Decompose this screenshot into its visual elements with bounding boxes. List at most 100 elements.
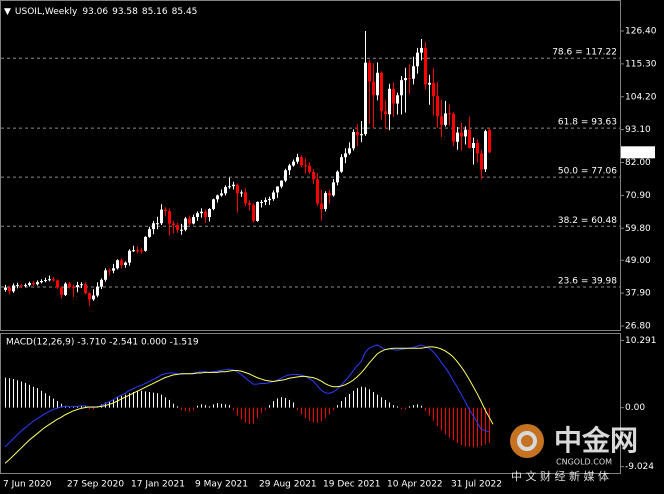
watermark: 中金网 CNGOLD.COM 中 文 财 经 新 媒 体 [510, 424, 638, 483]
candle-body [488, 129, 491, 153]
last-close: 85.45 [172, 7, 198, 17]
watermark-site: CNGOLD.COM [556, 458, 612, 467]
last-open: 93.06 [82, 7, 108, 17]
candle-body [156, 223, 159, 225]
macd-tick-label: -9.024 [625, 462, 654, 472]
chart-header: ▼ USOIL,Weekly 93.06 93.58 85.16 85.45 [4, 7, 197, 17]
y-tick-label: 37.90 [625, 289, 651, 299]
candle-body [280, 180, 283, 187]
candle-body [88, 293, 91, 300]
candle-body [128, 250, 131, 263]
candle-body [236, 184, 239, 194]
watermark-logo: 中金网 [554, 424, 638, 457]
candle-body [84, 284, 87, 294]
candle-body [40, 281, 43, 283]
candle-body [232, 184, 235, 187]
candle-body [36, 282, 39, 285]
y-tick-label: 126.40 [625, 26, 657, 36]
candle-body [380, 72, 383, 112]
macd-line [4, 346, 494, 464]
macd-tick-label: 10.291 [625, 336, 657, 346]
candle-body [104, 270, 107, 280]
candle-body [80, 284, 83, 286]
candle-body [432, 82, 435, 97]
candle-body [108, 270, 111, 272]
candle-body [332, 182, 335, 196]
candle-body [64, 283, 67, 295]
candle-body [300, 157, 303, 166]
candle-body [188, 218, 191, 224]
candle-body [364, 62, 367, 135]
candle-body [144, 236, 147, 251]
candle-body [44, 280, 47, 282]
candle-body [24, 285, 27, 287]
candle-body [196, 213, 199, 218]
candle-body [168, 211, 171, 224]
candle-body [92, 295, 95, 300]
y-tick-label: 49.00 [625, 256, 651, 266]
candle-body [16, 285, 19, 287]
candle-body [352, 132, 355, 149]
candle-body [4, 287, 7, 290]
candle-body [164, 209, 167, 212]
candle-body [296, 157, 299, 162]
candle-body [312, 171, 315, 180]
candle-body [124, 262, 127, 266]
x-tick-label: 31 Jul 2022 [451, 480, 502, 490]
y-tick-label: 70.90 [625, 191, 651, 201]
candle-body [320, 203, 323, 210]
candle-body [152, 223, 155, 230]
macd-tick-label: 0.00 [625, 403, 645, 413]
candle-body [208, 209, 211, 218]
macd-pane [0, 333, 621, 474]
candle-body [32, 283, 35, 285]
candle-body [136, 250, 139, 252]
candle-body [468, 129, 471, 149]
candle-body [408, 78, 411, 80]
y-tick-label: 82.00 [625, 158, 651, 168]
watermark-tagline: 中 文 财 经 新 媒 体 [511, 469, 609, 483]
y-tick-label: 93.10 [625, 125, 651, 135]
y-tick-label: 26.80 [625, 322, 651, 332]
candle-body [228, 186, 231, 188]
candle-body [428, 82, 431, 85]
candle-body [412, 66, 415, 79]
candle-body [216, 195, 219, 200]
candle-body [368, 62, 371, 82]
candle-body [240, 192, 243, 194]
candle-body [316, 179, 319, 204]
last-low: 85.16 [142, 7, 168, 17]
macd-title: MACD(12,26,9) -3.710 -2.541 0.000 -1.519 [6, 338, 199, 348]
candle-body [464, 129, 467, 137]
candle-body [52, 279, 55, 281]
x-tick-label: 17 Jan 2021 [131, 480, 185, 490]
candle-body [436, 96, 439, 117]
x-tick-label: 19 Dec 2021 [323, 480, 381, 490]
candle-body [348, 148, 351, 154]
y-tick-label: 59.80 [625, 224, 651, 234]
candle-body [424, 47, 427, 85]
candle-body [252, 204, 255, 221]
fib-label: 78.6 = 117.22 [552, 48, 617, 58]
candle-body [72, 286, 75, 288]
candle-body [132, 250, 135, 252]
candle-body [460, 132, 463, 137]
candle-body [328, 193, 331, 196]
price-marker-label: 85.45 [624, 148, 650, 158]
main-pane [0, 0, 621, 331]
candle-body [276, 186, 279, 193]
candle-body [484, 131, 487, 170]
x-tick-label: 7 Jun 2020 [3, 480, 52, 490]
last-high: 93.58 [112, 7, 138, 17]
candle-body [160, 209, 163, 224]
candle-body [388, 88, 391, 115]
y-tick-label: 115.30 [625, 59, 657, 69]
candle-body [100, 279, 103, 287]
candle-body [116, 260, 119, 269]
y-tick-label: 104.20 [625, 92, 657, 102]
candle-body [272, 192, 275, 199]
x-tick-label: 29 Aug 2021 [259, 480, 317, 490]
candle-body [148, 229, 151, 237]
candle-body [340, 157, 343, 172]
